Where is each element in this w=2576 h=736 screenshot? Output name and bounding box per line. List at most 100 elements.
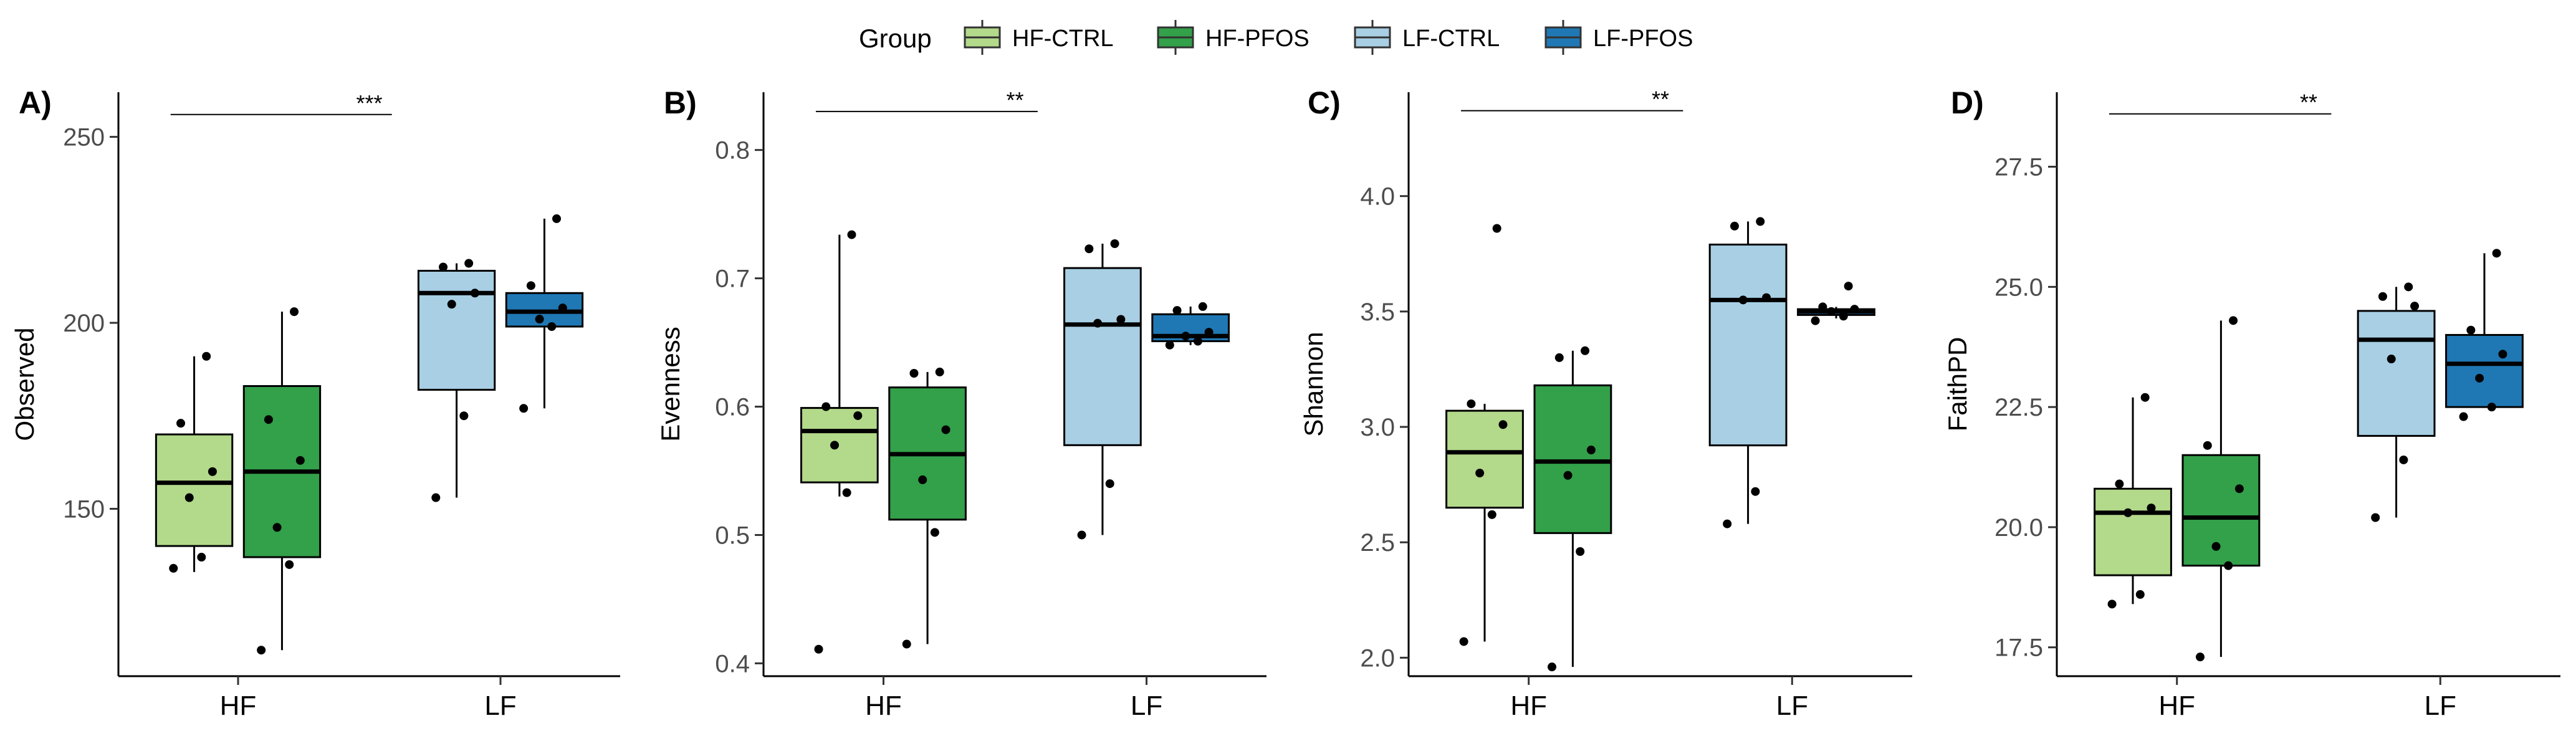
data-point [1839, 312, 1848, 321]
y-tick-label: 250 [63, 124, 105, 151]
box [1797, 282, 1875, 325]
box [2094, 393, 2172, 609]
data-point [1738, 295, 1748, 305]
box [155, 351, 234, 573]
data-point [2466, 325, 2476, 335]
data-point [1085, 244, 1094, 254]
y-tick-label: 3.5 [1360, 299, 1395, 326]
data-point [2203, 441, 2212, 450]
box-body [417, 269, 496, 391]
data-point [1723, 519, 1732, 528]
data-point [184, 493, 194, 502]
data-point [1475, 469, 1485, 478]
legend-item: HF-CTRL [964, 20, 1114, 55]
data-point [1827, 307, 1836, 316]
box [1445, 224, 1524, 646]
data-point [842, 488, 851, 497]
box [2181, 316, 2261, 662]
legend-label: HF-PFOS [1205, 26, 1310, 52]
box-body [155, 433, 234, 547]
box [417, 259, 496, 502]
box [800, 230, 879, 654]
data-point [1548, 662, 1557, 672]
legend-title: Group [859, 24, 932, 53]
data-point [2387, 355, 2396, 364]
significance-label: *** [356, 90, 382, 116]
data-point [2196, 652, 2205, 662]
data-point [1818, 302, 1827, 312]
box-body [1445, 409, 1524, 509]
panel: A) Observed 150 200 250 HF LF *** [10, 85, 620, 721]
data-point [290, 307, 299, 317]
x-tick-label: HF [220, 691, 257, 721]
box-body [2357, 310, 2436, 437]
data-point [447, 300, 456, 309]
data-point [176, 419, 186, 428]
data-point [1110, 239, 1119, 249]
panel: C) Shannon 2.0 2.5 3.0 3.5 4.0 HF LF ** [1299, 85, 1912, 721]
significance-label: ** [1006, 87, 1023, 113]
data-point [2140, 393, 2150, 402]
y-tick-label: 4.0 [1360, 183, 1395, 211]
data-point [1077, 530, 1086, 540]
panel-label: A) [19, 85, 52, 120]
data-point [1581, 346, 1590, 355]
data-point [847, 230, 856, 239]
x-tick-label: LF [1131, 691, 1162, 721]
data-point [2135, 590, 2145, 599]
data-point [285, 560, 294, 569]
data-point [431, 493, 441, 502]
y-axis-label: Evenness [656, 327, 685, 441]
significance-label: ** [1652, 87, 1669, 112]
data-point [1576, 547, 1585, 557]
data-point [1762, 293, 1771, 302]
data-point [202, 351, 211, 361]
data-point [2371, 513, 2380, 522]
y-axis-label: FaithPD [1943, 337, 1972, 432]
data-point [2492, 249, 2501, 258]
data-point [2378, 292, 2387, 301]
data-point [1172, 306, 1182, 315]
data-point [909, 368, 919, 378]
data-point [519, 404, 529, 413]
data-point [2234, 484, 2244, 494]
box [1533, 346, 1612, 672]
data-point [830, 441, 840, 450]
data-point [1844, 282, 1853, 291]
data-point [853, 411, 863, 420]
panel-label: D) [1951, 85, 1984, 120]
data-point [1751, 487, 1760, 496]
legend-item: LF-PFOS [1544, 20, 1693, 55]
data-point [264, 415, 273, 424]
legend-label: LF-PFOS [1593, 26, 1693, 52]
y-tick-label: 150 [63, 495, 105, 523]
data-point [257, 646, 266, 655]
data-point [2211, 542, 2221, 551]
data-point [1487, 510, 1496, 519]
panel: D) FaithPD 17.5 20.0 22.5 25.0 27.5 HF LF ** [1943, 85, 2560, 721]
y-tick-label: 25.0 [1994, 274, 2043, 301]
y-tick-label: 200 [63, 310, 105, 337]
y-axis-label: Shannon [1299, 332, 1328, 436]
x-tick-label: HF [865, 691, 902, 721]
box-body [1063, 267, 1142, 446]
data-point [1756, 217, 1765, 226]
data-point [459, 411, 469, 421]
box-body [2181, 454, 2261, 567]
data-point [1730, 221, 1739, 231]
data-point [1467, 399, 1476, 408]
panel-label: C) [1308, 85, 1341, 120]
significance-label: ** [2300, 90, 2317, 115]
data-point [2399, 455, 2408, 464]
x-tick-label: LF [2425, 691, 2456, 721]
data-point [464, 259, 474, 268]
data-point [2147, 504, 2156, 513]
box [1063, 239, 1142, 540]
data-point [547, 322, 557, 331]
data-point [2498, 350, 2507, 359]
data-point [208, 467, 217, 476]
data-point [2224, 561, 2233, 570]
x-tick-label: HF [1510, 691, 1547, 721]
